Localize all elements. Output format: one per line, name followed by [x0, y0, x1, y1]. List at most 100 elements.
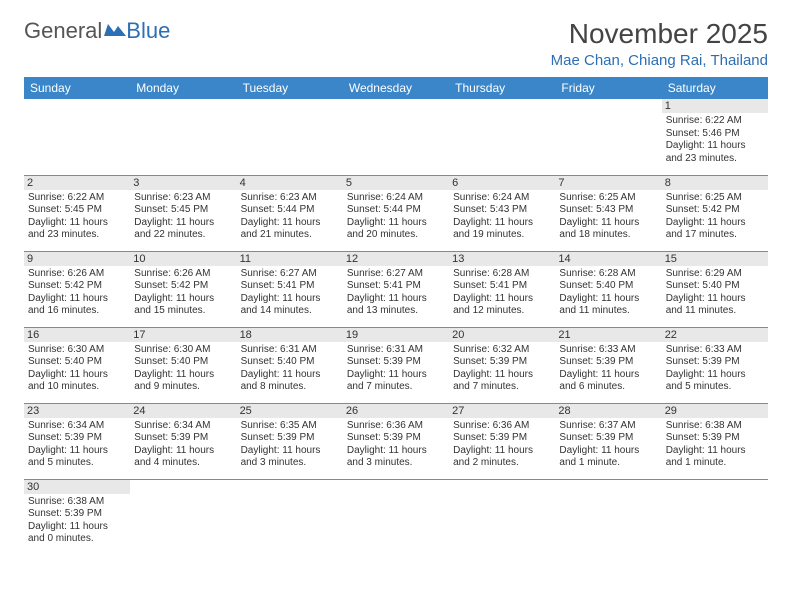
calendar-cell: 14Sunrise: 6:28 AMSunset: 5:40 PMDayligh… — [555, 251, 661, 327]
day-details: Sunrise: 6:33 AMSunset: 5:39 PMDaylight:… — [559, 344, 657, 394]
day-number: 8 — [662, 176, 768, 190]
sunrise-text: Sunrise: 6:22 AM — [28, 192, 126, 205]
calendar-cell: 28Sunrise: 6:37 AMSunset: 5:39 PMDayligh… — [555, 403, 661, 479]
day-details: Sunrise: 6:24 AMSunset: 5:44 PMDaylight:… — [347, 192, 445, 242]
sunrise-text: Sunrise: 6:28 AM — [559, 268, 657, 281]
day-details: Sunrise: 6:29 AMSunset: 5:40 PMDaylight:… — [666, 268, 764, 318]
day-details: Sunrise: 6:27 AMSunset: 5:41 PMDaylight:… — [241, 268, 339, 318]
calendar-cell — [237, 479, 343, 555]
sunrise-text: Sunrise: 6:25 AM — [559, 192, 657, 205]
day-header: Sunday — [24, 77, 130, 99]
day-number: 20 — [449, 328, 555, 342]
sunrise-text: Sunrise: 6:30 AM — [134, 344, 232, 357]
calendar-cell — [555, 99, 661, 175]
sunrise-text: Sunrise: 6:22 AM — [666, 115, 764, 128]
sunset-text: Sunset: 5:39 PM — [453, 356, 551, 369]
sunset-text: Sunset: 5:40 PM — [666, 280, 764, 293]
sunrise-text: Sunrise: 6:38 AM — [666, 420, 764, 433]
day-header: Wednesday — [343, 77, 449, 99]
sunrise-text: Sunrise: 6:26 AM — [134, 268, 232, 281]
day-number: 7 — [555, 176, 661, 190]
daylight-text: Daylight: 11 hours and 13 minutes. — [347, 293, 445, 318]
daylight-text: Daylight: 11 hours and 7 minutes. — [453, 369, 551, 394]
sunrise-text: Sunrise: 6:23 AM — [134, 192, 232, 205]
calendar-cell: 11Sunrise: 6:27 AMSunset: 5:41 PMDayligh… — [237, 251, 343, 327]
calendar-cell: 27Sunrise: 6:36 AMSunset: 5:39 PMDayligh… — [449, 403, 555, 479]
day-number: 13 — [449, 252, 555, 266]
sunset-text: Sunset: 5:43 PM — [453, 204, 551, 217]
calendar-cell: 20 Sunrise: 6:32 AMSunset: 5:39 PMDayligh… — [449, 327, 555, 403]
daylight-text: Daylight: 11 hours and 10 minutes. — [28, 369, 126, 394]
day-number: 21 — [555, 328, 661, 342]
sunrise-text: Sunrise: 6:34 AM — [28, 420, 126, 433]
daylight-text: Daylight: 11 hours and 18 minutes. — [559, 217, 657, 242]
calendar-cell — [662, 479, 768, 555]
calendar-cell — [343, 479, 449, 555]
daylight-text: Daylight: 11 hours and 20 minutes. — [347, 217, 445, 242]
sunset-text: Sunset: 5:39 PM — [347, 432, 445, 445]
sunset-text: Sunset: 5:42 PM — [666, 204, 764, 217]
logo-text-general: General — [24, 18, 102, 44]
sunrise-text: Sunrise: 6:34 AM — [134, 420, 232, 433]
sunset-text: Sunset: 5:39 PM — [28, 432, 126, 445]
day-header-row: Sunday Monday Tuesday Wednesday Thursday… — [24, 77, 768, 99]
sunset-text: Sunset: 5:41 PM — [347, 280, 445, 293]
day-details: Sunrise: 6:36 AMSunset: 5:39 PMDaylight:… — [347, 420, 445, 470]
day-number: 12 — [343, 252, 449, 266]
calendar-cell: 7Sunrise: 6:25 AMSunset: 5:43 PMDaylight… — [555, 175, 661, 251]
sunrise-text: Sunrise: 6:26 AM — [28, 268, 126, 281]
day-details: Sunrise: 6:26 AMSunset: 5:42 PMDaylight:… — [28, 268, 126, 318]
calendar-cell — [130, 99, 236, 175]
calendar-cell: 17 Sunrise: 6:30 AMSunset: 5:40 PMDayligh… — [130, 327, 236, 403]
daylight-text: Daylight: 11 hours and 3 minutes. — [241, 445, 339, 470]
sunset-text: Sunset: 5:39 PM — [347, 356, 445, 369]
calendar-cell — [449, 99, 555, 175]
daylight-text: Daylight: 11 hours and 21 minutes. — [241, 217, 339, 242]
day-number: 16 — [24, 328, 130, 342]
location: Mae Chan, Chiang Rai, Thailand — [551, 52, 768, 69]
day-details: Sunrise: 6:37 AMSunset: 5:39 PMDaylight:… — [559, 420, 657, 470]
calendar-cell: 2Sunrise: 6:22 AMSunset: 5:45 PMDaylight… — [24, 175, 130, 251]
daylight-text: Daylight: 11 hours and 19 minutes. — [453, 217, 551, 242]
day-details: Sunrise: 6:28 AMSunset: 5:41 PMDaylight:… — [453, 268, 551, 318]
day-header: Tuesday — [237, 77, 343, 99]
sunset-text: Sunset: 5:39 PM — [559, 432, 657, 445]
sunrise-text: Sunrise: 6:38 AM — [28, 496, 126, 509]
day-details: Sunrise: 6:22 AMSunset: 5:45 PMDaylight:… — [28, 192, 126, 242]
daylight-text: Daylight: 11 hours and 11 minutes. — [666, 293, 764, 318]
day-number: 22 — [662, 328, 768, 342]
calendar-cell: 15 Sunrise: 6:29 AMSunset: 5:40 PMDayligh… — [662, 251, 768, 327]
day-details: Sunrise: 6:30 AMSunset: 5:40 PMDaylight:… — [134, 344, 232, 394]
sunset-text: Sunset: 5:42 PM — [134, 280, 232, 293]
sunset-text: Sunset: 5:40 PM — [28, 356, 126, 369]
sunrise-text: Sunrise: 6:24 AM — [453, 192, 551, 205]
calendar-cell: 19Sunrise: 6:31 AMSunset: 5:39 PMDayligh… — [343, 327, 449, 403]
calendar-row: 16Sunrise: 6:30 AMSunset: 5:40 PMDayligh… — [24, 327, 768, 403]
calendar-cell: 9Sunrise: 6:26 AMSunset: 5:42 PMDaylight… — [24, 251, 130, 327]
sunset-text: Sunset: 5:39 PM — [559, 356, 657, 369]
sunset-text: Sunset: 5:44 PM — [241, 204, 339, 217]
calendar-cell: 3Sunrise: 6:23 AMSunset: 5:45 PMDaylight… — [130, 175, 236, 251]
sunset-text: Sunset: 5:40 PM — [241, 356, 339, 369]
header: General Blue November 2025 Mae Chan, Chi… — [24, 18, 768, 69]
daylight-text: Daylight: 11 hours and 0 minutes. — [28, 521, 126, 546]
day-details: Sunrise: 6:25 AMSunset: 5:42 PMDaylight:… — [666, 192, 764, 242]
day-number: 15 — [662, 252, 768, 266]
sunrise-text: Sunrise: 6:32 AM — [453, 344, 551, 357]
calendar-cell: 24Sunrise: 6:34 AMSunset: 5:39 PMDayligh… — [130, 403, 236, 479]
sunset-text: Sunset: 5:41 PM — [453, 280, 551, 293]
sunrise-text: Sunrise: 6:31 AM — [347, 344, 445, 357]
day-header: Saturday — [662, 77, 768, 99]
sunset-text: Sunset: 5:46 PM — [666, 128, 764, 141]
day-number: 5 — [343, 176, 449, 190]
sunrise-text: Sunrise: 6:36 AM — [347, 420, 445, 433]
day-details: Sunrise: 6:24 AMSunset: 5:43 PMDaylight:… — [453, 192, 551, 242]
day-number: 18 — [237, 328, 343, 342]
day-header: Thursday — [449, 77, 555, 99]
day-number: 17 — [130, 328, 236, 342]
day-header: Monday — [130, 77, 236, 99]
calendar-cell: 5 Sunrise: 6:24 AMSunset: 5:44 PMDaylight… — [343, 175, 449, 251]
calendar-cell — [130, 479, 236, 555]
sunrise-text: Sunrise: 6:31 AM — [241, 344, 339, 357]
sunrise-text: Sunrise: 6:30 AM — [28, 344, 126, 357]
